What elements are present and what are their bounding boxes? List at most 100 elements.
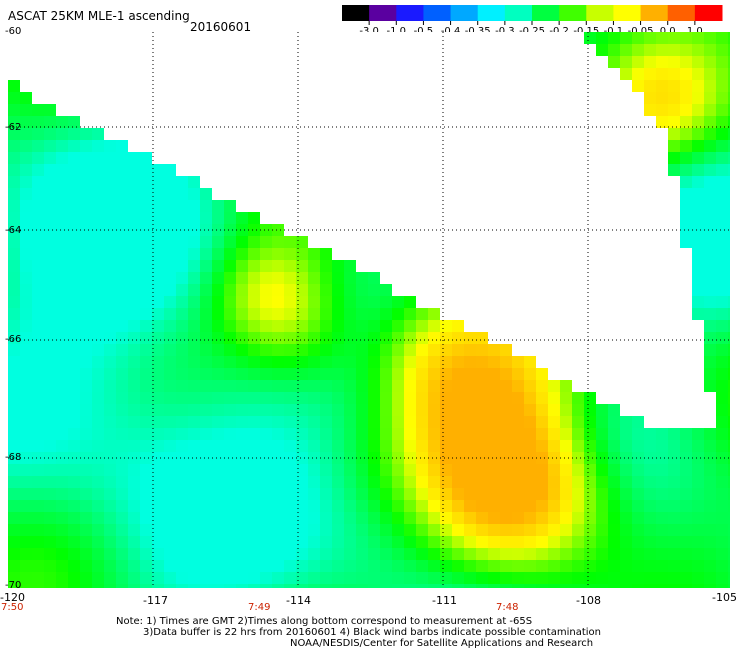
- wind-cell: [632, 524, 644, 536]
- wind-cell: [428, 428, 440, 440]
- wind-cell: [212, 224, 224, 236]
- wind-cell: [200, 464, 212, 476]
- wind-cell: [536, 452, 548, 464]
- wind-cell: [272, 320, 284, 332]
- wind-cell: [464, 416, 476, 428]
- wind-cell: [452, 524, 464, 536]
- wind-cell: [428, 584, 440, 588]
- wind-cell: [68, 116, 80, 128]
- wind-cell: [332, 464, 344, 476]
- wind-cell: [164, 404, 176, 416]
- wind-cell: [704, 116, 716, 128]
- wind-cell: [344, 512, 356, 524]
- wind-cell: [224, 524, 236, 536]
- wind-cell: [680, 536, 692, 548]
- wind-cell: [680, 152, 692, 164]
- wind-cell: [152, 212, 164, 224]
- wind-cell: [92, 152, 104, 164]
- wind-cell: [416, 572, 428, 584]
- wind-cell: [512, 476, 524, 488]
- wind-cell: [92, 260, 104, 272]
- wind-cell: [464, 548, 476, 560]
- wind-cell: [56, 164, 68, 176]
- wind-cell: [116, 224, 128, 236]
- wind-cell: [92, 212, 104, 224]
- wind-cell: [716, 116, 728, 128]
- wind-cell: [284, 524, 296, 536]
- wind-cell: [524, 584, 536, 588]
- wind-cell: [260, 224, 272, 236]
- wind-cell: [56, 296, 68, 308]
- wind-cell: [392, 512, 404, 524]
- wind-cell: [536, 560, 548, 572]
- wind-cell: [524, 560, 536, 572]
- wind-cell: [248, 392, 260, 404]
- wind-cell: [32, 404, 44, 416]
- lon-label-114: -114: [286, 594, 311, 607]
- wind-cell: [416, 392, 428, 404]
- wind-cell: [92, 308, 104, 320]
- wind-cell: [128, 236, 140, 248]
- wind-cell: [44, 188, 56, 200]
- wind-cell: [140, 188, 152, 200]
- wind-cell: [308, 572, 320, 584]
- wind-cell: [8, 188, 20, 200]
- wind-cell: [692, 80, 704, 92]
- wind-cell: [152, 392, 164, 404]
- wind-cell: [548, 428, 560, 440]
- wind-cell: [416, 584, 428, 588]
- wind-cell: [272, 284, 284, 296]
- wind-cell: [692, 308, 704, 320]
- wind-cell: [272, 416, 284, 428]
- wind-cell: [356, 452, 368, 464]
- wind-cell: [236, 476, 248, 488]
- wind-cell: [404, 500, 416, 512]
- wind-cell: [428, 380, 440, 392]
- wind-cell: [332, 260, 344, 272]
- wind-cell: [32, 476, 44, 488]
- wind-cell: [32, 524, 44, 536]
- wind-cell: [392, 392, 404, 404]
- wind-cell: [380, 536, 392, 548]
- wind-cell: [236, 452, 248, 464]
- wind-cell: [80, 320, 92, 332]
- wind-cell: [704, 512, 716, 524]
- wind-cell: [92, 296, 104, 308]
- wind-cell: [404, 560, 416, 572]
- wind-cell: [44, 356, 56, 368]
- wind-cell: [152, 524, 164, 536]
- wind-cell: [212, 212, 224, 224]
- wind-cell: [32, 368, 44, 380]
- wind-cell: [380, 296, 392, 308]
- wind-cell: [632, 536, 644, 548]
- wind-cell: [260, 296, 272, 308]
- wind-cell: [596, 548, 608, 560]
- wind-cell: [512, 356, 524, 368]
- wind-cell: [56, 152, 68, 164]
- wind-cell: [716, 512, 728, 524]
- wind-cell: [56, 200, 68, 212]
- wind-cell: [128, 176, 140, 188]
- wind-cell: [272, 524, 284, 536]
- wind-cell: [32, 236, 44, 248]
- wind-cell: [524, 548, 536, 560]
- wind-cell: [128, 536, 140, 548]
- wind-cell: [620, 500, 632, 512]
- wind-cell: [152, 416, 164, 428]
- wind-cell: [56, 332, 68, 344]
- wind-cell: [200, 272, 212, 284]
- wind-cell: [704, 44, 716, 56]
- wind-cell: [284, 452, 296, 464]
- wind-cell: [224, 500, 236, 512]
- wind-cell: [524, 416, 536, 428]
- wind-cell: [548, 572, 560, 584]
- wind-cell: [416, 428, 428, 440]
- wind-cell: [368, 392, 380, 404]
- wind-cell: [332, 584, 344, 588]
- wind-cell: [392, 404, 404, 416]
- wind-cell: [452, 476, 464, 488]
- wind-cell: [716, 332, 728, 344]
- wind-cell: [404, 368, 416, 380]
- wind-cell: [44, 272, 56, 284]
- wind-cell: [500, 560, 512, 572]
